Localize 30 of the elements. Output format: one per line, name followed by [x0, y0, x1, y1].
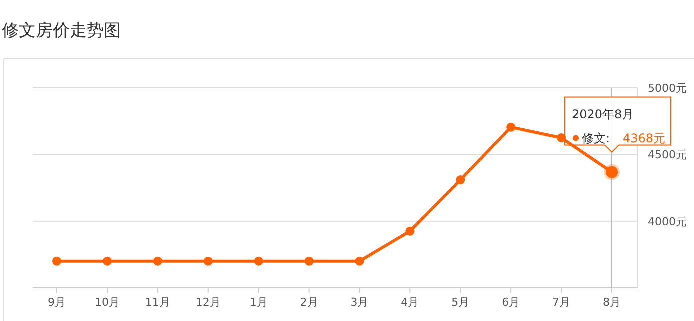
chart-title: 修文房价走势图	[2, 21, 121, 41]
x-tick-label: 8月	[603, 296, 621, 309]
x-tick-label: 10月	[94, 296, 120, 309]
x-tick-label: 5月	[452, 296, 470, 309]
x-tick-label: 6月	[502, 296, 520, 309]
point	[254, 256, 264, 266]
point	[304, 256, 314, 266]
annotation: 4368元	[623, 131, 666, 146]
x-tick-label: 4月	[401, 296, 420, 309]
point	[456, 176, 466, 184]
point	[506, 122, 516, 132]
y-tick-label: 4000元	[648, 215, 687, 228]
x-tick-label: 7月	[552, 296, 571, 309]
x-tick-label: 9月	[48, 296, 66, 309]
point	[557, 134, 566, 142]
x-tick-label: 11月	[145, 296, 170, 309]
x-tick-label: 2月	[300, 296, 318, 309]
point	[355, 256, 364, 266]
point	[406, 226, 415, 236]
point	[153, 256, 162, 266]
y-tick-label: 5000元	[648, 82, 687, 95]
x-tick-label: 3月	[350, 296, 369, 309]
point	[52, 256, 62, 266]
y-tick-label: 4500元	[648, 148, 687, 162]
x-tick-label: 12月	[196, 296, 221, 309]
annotation: 修文:	[582, 131, 610, 146]
x-tick-label: 1月	[250, 296, 268, 309]
annotation: 2020年8月	[572, 107, 634, 122]
point	[204, 256, 213, 266]
point	[102, 256, 112, 266]
